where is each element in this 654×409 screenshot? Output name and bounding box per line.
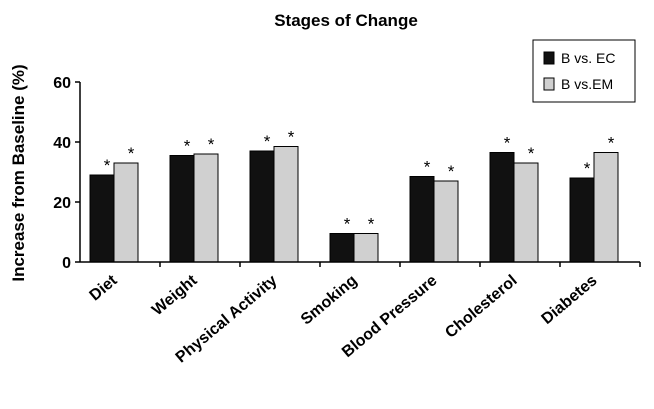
bar-b-vs-ec-diet: [89, 174, 115, 263]
bar-b-vs-em-blood-pressure: [433, 180, 459, 263]
significance-star: *: [504, 134, 511, 153]
significance-star: *: [288, 128, 295, 147]
bar-b-vs-ec-cholesterol: [489, 152, 515, 263]
significance-star: *: [528, 144, 535, 163]
y-axis-ticks: 0 20 40 60: [53, 75, 80, 272]
bar-b-vs-ec-smoking: [329, 233, 355, 263]
y-tick-label: 20: [53, 195, 71, 212]
bar-b-vs-em-diabetes: [593, 152, 619, 263]
significance-star: *: [584, 159, 591, 178]
bar-b-vs-ec-diabetes: [569, 177, 595, 263]
significance-star: *: [128, 144, 135, 163]
x-tick-label: Weight: [149, 272, 201, 320]
significance-star: *: [208, 135, 215, 154]
y-tick-label: 0: [62, 255, 71, 272]
y-axis-label: Increase from Baseline (%): [9, 64, 28, 281]
x-tick-label: Cholesterol: [442, 272, 520, 342]
bar-b-vs-em-cholesterol: [513, 162, 539, 263]
y-tick-label: 40: [53, 135, 71, 152]
chart-title: Stages of Change: [274, 11, 418, 30]
bars: [89, 146, 619, 263]
significance-markers: * * * * * * * * * * * * * *: [104, 128, 615, 234]
x-tick-label: Diabetes: [539, 272, 601, 328]
axes: [79, 82, 641, 267]
legend-swatch: [543, 77, 555, 91]
bar-b-vs-em-physical-activity: [273, 146, 299, 263]
significance-star: *: [344, 215, 351, 234]
significance-star: *: [368, 215, 375, 234]
legend-label: B vs. EC: [561, 50, 615, 66]
significance-star: *: [184, 137, 191, 156]
y-tick-label: 60: [53, 75, 71, 92]
significance-star: *: [424, 158, 431, 177]
legend-label: B vs.EM: [561, 76, 613, 92]
bar-b-vs-ec-physical-activity: [249, 150, 275, 263]
significance-star: *: [448, 162, 455, 181]
bar-b-vs-em-diet: [113, 162, 139, 263]
significance-star: *: [104, 156, 111, 175]
bar-b-vs-em-weight: [193, 153, 219, 263]
legend-box: [532, 39, 636, 103]
significance-star: *: [608, 134, 615, 153]
bar-b-vs-em-smoking: [353, 233, 379, 263]
bar-b-vs-ec-blood-pressure: [409, 176, 435, 263]
x-tick-label: Diet: [86, 272, 121, 305]
bar-b-vs-ec-weight: [169, 155, 195, 263]
significance-star: *: [264, 132, 271, 151]
x-tick-label: Smoking: [298, 272, 361, 328]
legend-swatch: [543, 51, 555, 65]
legend: B vs. EC B vs.EM: [532, 39, 636, 103]
